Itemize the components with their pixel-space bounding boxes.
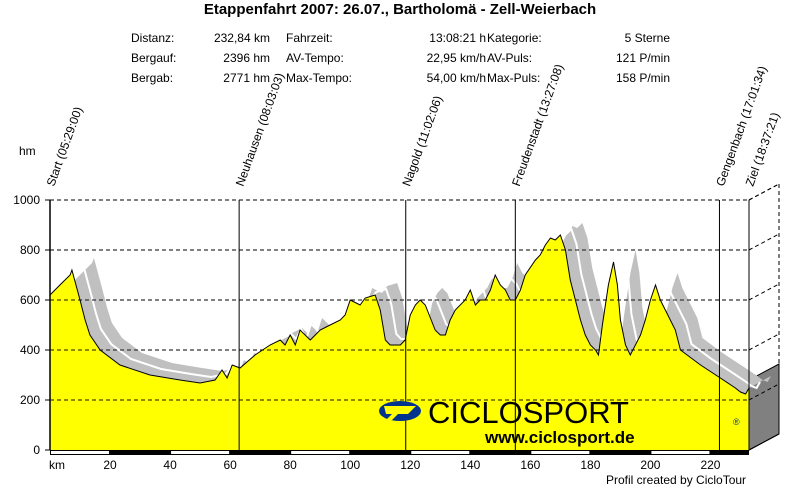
x-tick-label: 160 [520, 458, 540, 472]
y-tick-label: 200 [20, 393, 40, 407]
profile-area [50, 235, 749, 450]
x-tick-label: 80 [283, 458, 297, 472]
stat-value-av-puls: 121 P/min [615, 51, 670, 65]
logo-wordmark: CICLOSPORT [428, 395, 629, 430]
y-tick-labels: 0 200 400 600 800 1000 [13, 193, 40, 457]
depth-gridline-800 [748, 233, 780, 251]
y-tick-label: 600 [20, 293, 40, 307]
stat-label-distanz: Distanz: [131, 31, 175, 45]
y-tick-label: 0 [33, 443, 40, 457]
depth-gridline-200 [748, 383, 780, 401]
x-tick-label: 140 [460, 458, 480, 472]
x-scale-segment [411, 451, 470, 454]
x-scale-segment [51, 451, 110, 454]
stat-label-av-puls: AV-Puls: [487, 51, 533, 65]
x-scale-segment [651, 451, 710, 454]
x-tick-label: 100 [340, 458, 360, 472]
stat-value-kategorie: 5 Sterne [624, 31, 670, 45]
waypoint-label: Neuhausen (08:03:03) [233, 71, 287, 188]
x-scale-segment [531, 451, 590, 454]
waypoint-label: Nagold (11:02:06) [399, 94, 445, 188]
waypoint-label: Freudenstadt (13:27:08) [509, 62, 566, 188]
depth-gridline-400 [748, 333, 780, 351]
stat-value-max-tempo: 54,00 km/h [426, 71, 486, 85]
depth-top-edge [748, 183, 780, 201]
x-tick-label: 20 [103, 458, 117, 472]
depth-panel [748, 183, 780, 451]
depth-gridline-0 [748, 433, 780, 451]
stat-label-fahrzeit: Fahrzeit: [286, 31, 333, 45]
x-tick-label: 60 [223, 458, 237, 472]
stat-value-fahrzeit: 13:08:21 h [429, 31, 486, 45]
stat-value-bergauf: 2396 hm [223, 51, 270, 65]
x-scale-bar [50, 450, 749, 455]
x-scale-segment [171, 451, 230, 454]
logo-url: www.ciclosport.de [484, 428, 635, 447]
x-axis-label: km [49, 458, 65, 472]
depth-gridline-600 [748, 283, 780, 301]
stat-value-max-puls: 158 P/min [615, 71, 670, 85]
y-tick-label: 1000 [13, 193, 40, 207]
x-tick-label: 200 [640, 458, 660, 472]
stat-value-distanz: 232,84 km [213, 31, 270, 45]
x-scale-segment [291, 451, 350, 454]
y-tick-label: 400 [20, 343, 40, 357]
chart-title: Etappenfahrt 2007: 26.07., Bartholomä - … [203, 1, 597, 18]
stat-label-max-tempo: Max-Tempo: [286, 71, 353, 85]
stat-label-max-puls: Max-Puls: [487, 71, 541, 85]
gridlines-over-fill [50, 249, 749, 401]
stat-value-av-tempo: 22,95 km/h [426, 51, 486, 65]
credit-text: Profil created by CicloTour [606, 473, 747, 487]
logo-registered: ® [733, 417, 740, 427]
y-tick-label: 800 [20, 243, 40, 257]
x-tick-labels: 20 40 60 80 100 120 140 160 180 200 220 [103, 458, 720, 472]
stat-label-av-tempo: AV-Tempo: [286, 51, 344, 65]
y-axis-label: hm [19, 144, 36, 158]
axes [45, 183, 780, 451]
x-scale-bar-base [50, 450, 749, 455]
x-tick-label: 40 [163, 458, 177, 472]
ciclosport-logo: CICLOSPORT ® www.ciclosport.de [379, 395, 740, 447]
x-tick-label: 180 [580, 458, 600, 472]
stat-value-bergab: 2771 hm [223, 71, 270, 85]
waypoint-labels: Start (05:29:00) Neuhausen (08:03:03) Nago… [44, 62, 783, 188]
stat-label-bergauf: Bergauf: [131, 51, 177, 65]
profile-shadow [50, 223, 771, 394]
profile-line [49, 234, 750, 395]
x-tick-label: 120 [400, 458, 420, 472]
stat-label-bergab: Bergab: [131, 71, 174, 85]
x-tick-label: 220 [700, 458, 720, 472]
waypoint-label: Start (05:29:00) [44, 105, 86, 188]
logo-mark-icon [379, 401, 421, 421]
stat-label-kategorie: Kategorie: [487, 31, 542, 45]
